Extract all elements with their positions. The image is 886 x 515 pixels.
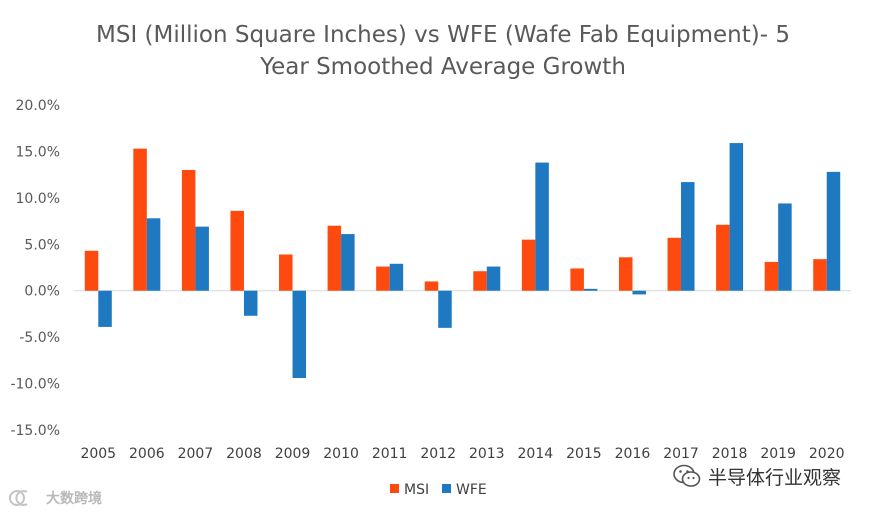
bar-msi-2006 xyxy=(133,148,147,291)
x-tick-label: 2007 xyxy=(178,446,214,462)
x-tick-label: 2010 xyxy=(323,446,359,462)
y-tick-label: 5.0% xyxy=(24,237,60,253)
x-tick-label: 2011 xyxy=(372,446,408,462)
bar-wfe-2010 xyxy=(341,234,355,291)
x-tick-label: 2017 xyxy=(663,446,699,462)
bar-wfe-2005 xyxy=(98,290,112,327)
watermark-left: 大数跨境 xyxy=(8,487,102,509)
bar-msi-2017 xyxy=(667,237,682,291)
bar-msi-2009 xyxy=(279,254,293,291)
x-tick-label: 2015 xyxy=(566,446,602,462)
bar-msi-2012 xyxy=(424,281,439,291)
watermark-right-text: 半导体行业观察 xyxy=(708,466,842,489)
bar-wfe-2014 xyxy=(535,162,549,291)
bar-msi-2010 xyxy=(327,225,342,291)
legend-swatch-msi xyxy=(390,484,399,493)
x-tick-label: 2006 xyxy=(129,446,165,462)
bar-wfe-2015 xyxy=(583,288,598,291)
y-tick-label: 15.0% xyxy=(16,144,60,160)
x-tick-label: 2013 xyxy=(469,446,505,462)
bar-msi-2007 xyxy=(181,170,196,291)
legend-label-msi: MSI xyxy=(404,482,429,498)
bar-msi-2015 xyxy=(570,268,584,291)
bar-wfe-2013 xyxy=(486,266,501,291)
y-tick-label: 10.0% xyxy=(16,191,60,207)
x-tick-label: 2008 xyxy=(226,446,262,462)
bar-wfe-2009 xyxy=(292,290,307,378)
watermark-right: 半导体行业观察 xyxy=(672,459,841,493)
bar-wfe-2017 xyxy=(681,182,695,291)
wechat-icon xyxy=(673,464,701,487)
bar-msi-2005 xyxy=(84,250,99,291)
bar-wfe-2011 xyxy=(389,263,404,291)
y-tick-label: -10.0% xyxy=(10,377,60,393)
x-tick-label: 2014 xyxy=(518,446,554,462)
chart-title-line-2: Year Smoothed Average Growth xyxy=(260,54,626,80)
bar-wfe-2018 xyxy=(729,143,744,291)
bar-msi-2016 xyxy=(618,257,633,291)
bar-wfe-2006 xyxy=(146,218,161,291)
bar-wfe-2016 xyxy=(632,290,646,295)
bar-msi-2014 xyxy=(521,239,536,291)
x-tick-label: 2009 xyxy=(275,446,311,462)
watermark-left-text: 大数跨境 xyxy=(46,491,102,507)
bar-wfe-2008 xyxy=(243,290,258,316)
bar-wfe-2019 xyxy=(778,203,792,291)
x-tick-label: 2019 xyxy=(760,446,796,462)
bar-msi-2013 xyxy=(473,271,487,291)
y-tick-label: 20.0% xyxy=(16,98,60,114)
x-tick-label: 2020 xyxy=(809,446,845,462)
x-tick-label: 2005 xyxy=(80,446,116,462)
legend-swatch-wfe xyxy=(442,484,451,493)
cross-border-logo-icon xyxy=(9,490,28,506)
y-tick-label: -15.0% xyxy=(10,423,60,439)
x-tick-label: 2018 xyxy=(712,446,748,462)
chart-title-line-1: MSI (Million Square Inches) vs WFE (Wafe… xyxy=(96,22,790,48)
bar-msi-2011 xyxy=(376,266,390,291)
bar-msi-2018 xyxy=(716,224,730,291)
bar-wfe-2012 xyxy=(438,290,452,328)
x-tick-label: 2012 xyxy=(420,446,456,462)
legend-label-wfe: WFE xyxy=(456,482,487,498)
bar-wfe-2020 xyxy=(826,171,841,291)
bar-msi-2019 xyxy=(764,261,779,291)
y-tick-label: -5.0% xyxy=(19,330,60,346)
bar-wfe-2007 xyxy=(195,226,209,291)
bar-msi-2008 xyxy=(230,210,244,291)
x-tick-label: 2016 xyxy=(615,446,651,462)
bar-msi-2020 xyxy=(813,259,827,291)
y-tick-label: 0.0% xyxy=(24,284,60,300)
